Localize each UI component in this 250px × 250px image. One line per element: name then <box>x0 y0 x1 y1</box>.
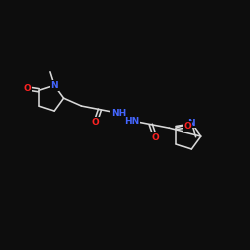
Text: O: O <box>24 84 32 93</box>
Text: HN: HN <box>124 116 140 126</box>
Text: N: N <box>50 81 58 90</box>
Text: O: O <box>184 122 192 131</box>
Text: O: O <box>92 118 100 127</box>
Text: NH: NH <box>111 109 126 118</box>
Text: O: O <box>151 133 159 142</box>
Text: N: N <box>188 119 195 128</box>
